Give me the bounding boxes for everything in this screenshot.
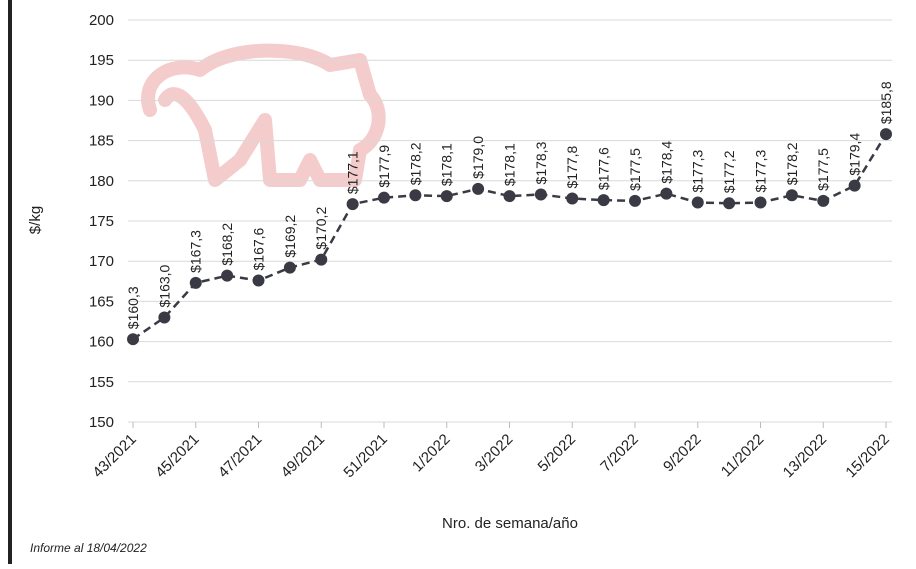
marker (598, 194, 610, 206)
marker (660, 188, 672, 200)
x-tick-label: 11/2022 (718, 431, 768, 481)
y-tick-label: 200 (89, 12, 114, 29)
value-label: $177,5 (627, 148, 643, 191)
marker (629, 195, 641, 207)
marker (190, 277, 202, 289)
marker (284, 262, 296, 274)
x-tick-label: 49/2021 (278, 431, 328, 481)
value-label: $163,0 (156, 264, 172, 307)
value-label: $177,3 (690, 149, 706, 192)
marker (723, 197, 735, 209)
marker (504, 190, 516, 202)
value-label: $179,0 (470, 136, 486, 179)
y-tick-label: 175 (89, 213, 114, 230)
y-tick-label: 165 (89, 293, 114, 310)
x-tick-label: 45/2021 (152, 431, 202, 481)
marker (158, 311, 170, 323)
value-label: $169,2 (282, 215, 298, 258)
marker (849, 180, 861, 192)
marker (409, 189, 421, 201)
value-label: $185,8 (878, 81, 894, 124)
marker (127, 333, 139, 345)
value-label: $177,8 (564, 145, 580, 188)
footnote: Informe al 18/04/2022 (30, 541, 147, 555)
marker (441, 190, 453, 202)
x-tick-label: 51/2021 (340, 431, 390, 481)
marker (472, 183, 484, 195)
marker (786, 189, 798, 201)
value-label: $178,2 (407, 142, 423, 185)
marker (378, 192, 390, 204)
value-label: $178,2 (784, 142, 800, 185)
x-tick-label: 15/2022 (842, 431, 892, 481)
x-tick-label: 7/2022 (597, 431, 641, 475)
y-tick-label: 150 (89, 414, 114, 431)
value-label: $179,4 (847, 133, 863, 176)
value-label: $177,5 (815, 148, 831, 191)
x-axis-label: Nro. de semana/año (442, 515, 578, 532)
marker (253, 274, 265, 286)
value-label: $177,2 (721, 150, 737, 193)
value-label: $177,6 (596, 147, 612, 190)
marker (755, 197, 767, 209)
x-tick-label: 3/2022 (472, 431, 516, 475)
y-tick-label: 190 (89, 92, 114, 109)
value-label: $178,4 (658, 141, 674, 184)
x-tick-label: 5/2022 (535, 431, 579, 475)
y-tick-label: 195 (89, 52, 114, 69)
value-label: $167,3 (188, 230, 204, 273)
marker (692, 197, 704, 209)
x-tick-label: 1/2022 (409, 431, 453, 475)
value-label: $160,3 (125, 286, 141, 329)
x-tick-label: 9/2022 (660, 431, 704, 475)
marker (566, 192, 578, 204)
marker (880, 128, 892, 140)
chart: $/kg Nro. de semana/año Informe al 18/04… (0, 0, 916, 564)
value-label: $177,3 (753, 149, 769, 192)
x-tick-label: 47/2021 (215, 431, 265, 481)
value-label: $178,1 (502, 143, 518, 186)
value-label: $178,1 (439, 143, 455, 186)
y-tick-label: 180 (89, 173, 114, 190)
value-label: $177,1 (345, 151, 361, 194)
y-tick-label: 185 (89, 133, 114, 150)
y-axis-label: $/kg (27, 206, 44, 234)
side-bar (8, 0, 12, 564)
marker (347, 198, 359, 210)
marker (221, 270, 233, 282)
x-tick-label: 43/2021 (89, 431, 139, 481)
marker (315, 254, 327, 266)
value-label: $177,9 (376, 145, 392, 188)
value-label: $167,6 (251, 227, 267, 270)
x-tick-label: 13/2022 (780, 431, 830, 481)
y-tick-label: 170 (89, 253, 114, 270)
value-label: $178,3 (533, 141, 549, 184)
y-tick-label: 155 (89, 374, 114, 391)
marker (535, 188, 547, 200)
value-label: $170,2 (313, 207, 329, 250)
y-tick-label: 160 (89, 334, 114, 351)
marker (817, 195, 829, 207)
value-label: $168,2 (219, 223, 235, 266)
